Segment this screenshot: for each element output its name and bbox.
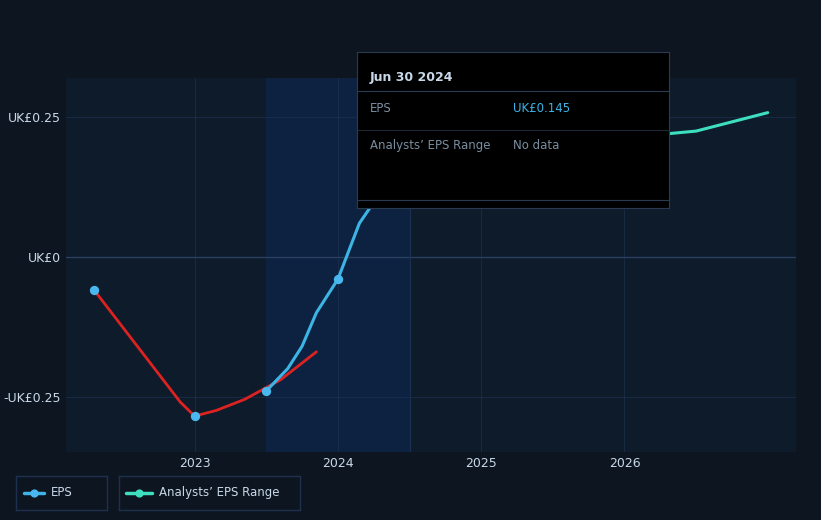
Text: UK£0.145: UK£0.145 — [513, 102, 571, 115]
Point — [211, 335, 224, 343]
Text: Analysts’ EPS Range: Analysts’ EPS Range — [369, 139, 490, 152]
Point — [188, 412, 201, 420]
Point — [259, 387, 273, 395]
Text: Actual: Actual — [365, 129, 404, 142]
Point — [88, 286, 101, 294]
Text: EPS: EPS — [369, 102, 392, 115]
Bar — [266, 78, 410, 452]
Point — [332, 275, 345, 283]
Point — [618, 134, 631, 142]
Point — [403, 172, 416, 180]
Point — [383, 335, 397, 343]
Text: Analysts Forecasts: Analysts Forecasts — [421, 129, 538, 142]
Text: Analysts’ EPS Range: Analysts’ EPS Range — [158, 486, 279, 499]
Text: Jun 30 2024: Jun 30 2024 — [369, 71, 453, 84]
Text: EPS: EPS — [51, 486, 72, 499]
Point — [475, 147, 488, 155]
Text: No data: No data — [513, 139, 559, 152]
Point — [403, 172, 416, 180]
